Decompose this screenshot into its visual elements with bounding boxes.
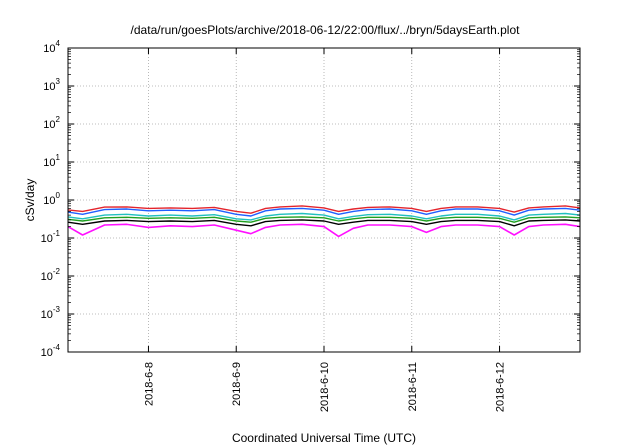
data-series-line (67, 219, 581, 227)
grid (68, 48, 580, 352)
y-tick-base: 10 (41, 347, 53, 359)
data-series-line (67, 205, 581, 214)
y-tick-exponent: 0 (56, 191, 61, 200)
x-tick-label: 2018-6-9 (231, 362, 243, 406)
chart-title: /data/run/goesPlots/archive/2018-06-12/2… (131, 23, 521, 37)
y-tick-exponent: 1 (56, 153, 61, 162)
y-tick-base: 10 (43, 81, 55, 93)
y-tick-exponent: -2 (53, 267, 61, 276)
x-tick-label: 2018-6-8 (143, 362, 155, 406)
data-series-line (67, 216, 581, 223)
data-series-line (67, 207, 581, 217)
x-tick-label: 2018-6-10 (319, 362, 331, 412)
y-tick-label: 10-4 (41, 343, 61, 359)
y-tick-base: 10 (43, 195, 55, 207)
y-tick-exponent: -1 (53, 229, 61, 238)
y-tick-exponent: 3 (56, 77, 61, 86)
y-tick-base: 10 (43, 43, 55, 55)
y-tick-base: 10 (41, 271, 53, 283)
y-tick-label: 102 (43, 115, 60, 131)
y-tick-exponent: -4 (53, 343, 61, 352)
y-tick-base: 10 (43, 119, 55, 131)
y-tick-label: 10-1 (41, 229, 61, 245)
y-tick-base: 10 (41, 309, 53, 321)
y-tick-label: 10-3 (41, 305, 61, 321)
data-series-line (67, 212, 581, 221)
data-series-line (67, 223, 581, 238)
x-tick-label: 2018-6-11 (407, 362, 419, 411)
y-tick-exponent: 4 (56, 39, 61, 48)
x-axis: 2018-6-8 2018-6-9 2018-6-10 2018-6-11 2018-6… (143, 48, 507, 412)
x-axis-label: Coordinated Universal Time (UTC) (232, 431, 416, 445)
y-tick-label: 100 (43, 191, 60, 207)
y-tick-label: 104 (43, 39, 60, 55)
y-tick-label: 10-2 (41, 267, 61, 283)
y-tick-exponent: 2 (56, 115, 61, 124)
y-tick-label: 103 (43, 77, 60, 93)
y-tick-exponent: -3 (53, 305, 61, 314)
y-tick-base: 10 (41, 233, 53, 245)
x-tick-label: 2018-6-12 (495, 362, 507, 412)
y-axis-label: cSv/day (23, 179, 37, 222)
data-series (67, 205, 581, 238)
y-tick-label: 101 (43, 153, 60, 169)
y-tick-base: 10 (43, 157, 55, 169)
